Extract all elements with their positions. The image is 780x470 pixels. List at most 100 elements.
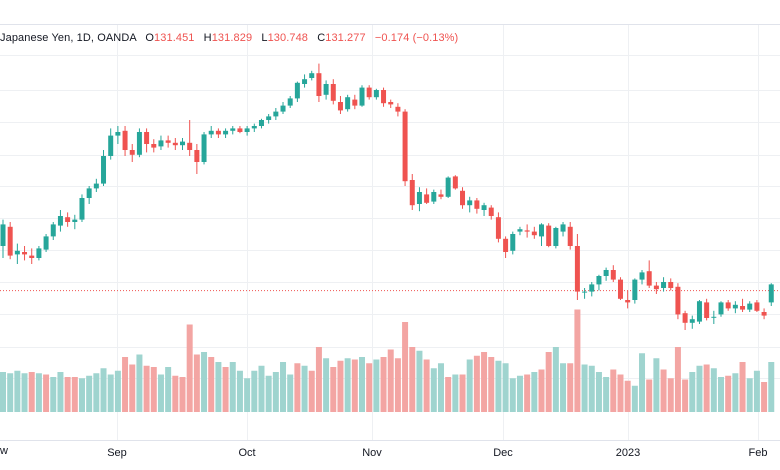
volume-bar [157, 374, 164, 412]
candle-body [452, 176, 458, 189]
volume-bar [280, 362, 287, 412]
candle-body [22, 252, 28, 255]
volume-bar [516, 375, 523, 412]
candle-body [402, 111, 408, 182]
x-tick-label: Oct [238, 447, 255, 459]
low-value: 130.748 [267, 32, 309, 44]
volume-bar [653, 358, 660, 412]
volume-bar [114, 370, 121, 412]
high-label: H [203, 32, 212, 44]
x-tick-label: Feb [749, 447, 768, 459]
candle-body [280, 105, 286, 112]
volume-bar [0, 372, 6, 412]
candle-body [359, 87, 365, 106]
volume-bar [552, 347, 559, 412]
volume-bar [143, 365, 150, 412]
volume-bar [624, 380, 631, 412]
candle-body [567, 226, 573, 246]
volume-bar [21, 373, 28, 412]
candle-body [517, 229, 523, 232]
candle-body [345, 97, 351, 110]
candle-body [79, 198, 85, 220]
x-tick-label: Nov [362, 447, 382, 459]
candle-body [50, 224, 56, 237]
volume-bar [416, 350, 423, 412]
candle-body [610, 270, 616, 280]
candle-body [740, 306, 746, 310]
candle-body [639, 272, 645, 280]
volume-bar [459, 374, 466, 412]
candle-body [438, 194, 444, 197]
candle-body [352, 99, 358, 106]
volume-bar [201, 352, 208, 412]
volume-bar [639, 353, 646, 412]
candle-body [625, 300, 631, 303]
volume-bar [373, 359, 380, 412]
volume-bar [423, 359, 430, 412]
candle-body [194, 150, 200, 162]
candle-body [524, 230, 530, 232]
candle-body [546, 225, 552, 246]
candle-body [761, 312, 767, 316]
candle-body [661, 282, 667, 288]
volume-bar [50, 377, 57, 412]
candle-body [467, 200, 473, 206]
volume-bar [739, 362, 746, 412]
candle-body [144, 132, 150, 144]
candle-body [711, 316, 717, 318]
volume-bar [222, 367, 229, 412]
volume-bar [567, 363, 574, 412]
volume-bar [660, 369, 667, 412]
volume-bar [466, 359, 473, 412]
volume-bar [545, 352, 552, 412]
high-value: 131.829 [211, 32, 253, 44]
low-label: L [261, 32, 268, 44]
close-value: 131.277 [325, 32, 366, 44]
volume-bar [718, 377, 724, 412]
volume-bar [165, 367, 172, 412]
volume-bar [186, 324, 193, 412]
volume-bar [710, 368, 717, 412]
candle-body [337, 102, 343, 111]
volume-bar [574, 309, 581, 412]
ohlc-legend: Japanese Yen, 1D, OANDA O131.451 H131.82… [0, 32, 458, 44]
candle-body [574, 246, 580, 292]
candle-body [445, 177, 451, 197]
volume-bar [208, 357, 215, 412]
candle-body [230, 128, 236, 131]
candle-body [539, 224, 544, 237]
x-tick-label: Dec [493, 447, 513, 459]
candle-body [481, 205, 487, 210]
candle-body [366, 87, 372, 98]
candle-body [596, 276, 602, 285]
volume-bar [452, 374, 459, 412]
candle-body [165, 140, 171, 143]
candle-body [0, 224, 6, 246]
candle-body [696, 301, 702, 322]
volume-bar [445, 377, 452, 412]
candle-body [201, 134, 207, 162]
volume-bar [689, 372, 696, 412]
candle-body [431, 192, 437, 202]
candle-body [151, 144, 157, 148]
volume-bar [179, 377, 186, 412]
symbol-label: Japanese Yen, 1D, OANDA [0, 32, 137, 44]
volume-bar [301, 365, 308, 412]
volume-bar [337, 360, 344, 412]
candle-body [180, 141, 185, 146]
volume-bar [732, 373, 739, 412]
volume-bar [78, 378, 85, 412]
volume-bar [251, 370, 258, 412]
volume-bar [380, 357, 387, 412]
volume-bar [122, 357, 129, 412]
volume-bar [603, 377, 610, 412]
volume-bar [287, 374, 294, 412]
volume-bar [86, 375, 93, 412]
volume-bar [430, 368, 437, 412]
candle-body [395, 106, 401, 112]
candle-body [122, 130, 128, 150]
candle-body [108, 135, 114, 156]
candle-body [309, 73, 315, 78]
